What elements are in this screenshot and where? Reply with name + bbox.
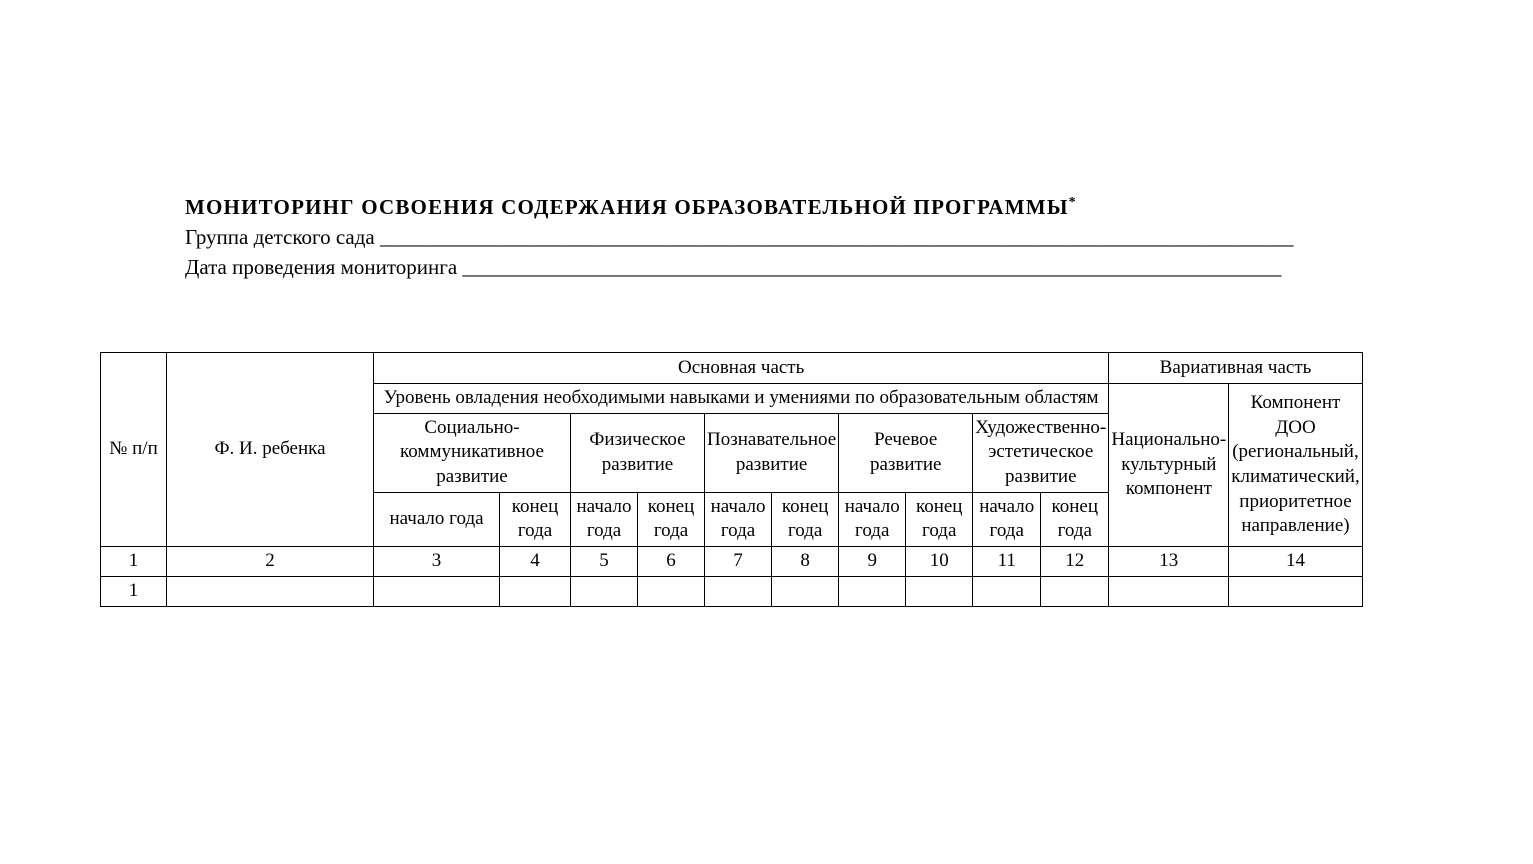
cell	[772, 576, 839, 606]
numcell: 13	[1109, 547, 1229, 577]
head-num: № п/п	[101, 353, 167, 547]
head-area5: Художественно-эстетическое развитие	[973, 413, 1109, 492]
cell	[1041, 576, 1109, 606]
cell	[839, 576, 906, 606]
head-name: Ф. И. ребенка	[167, 353, 374, 547]
document-title: МОНИТОРИНГ ОСВОЕНИЯ СОДЕРЖАНИЯ ОБРАЗОВАТ…	[185, 195, 1533, 220]
cell	[571, 576, 638, 606]
head-area1: Социально-коммуникативное развитие	[374, 413, 571, 492]
head-var2: Компонент ДОО (региональный, климатическ…	[1229, 384, 1362, 547]
head-end-3: конец года	[772, 492, 839, 546]
head-var-part: Вариативная часть	[1109, 353, 1362, 384]
numcell: 7	[705, 547, 772, 577]
head-start-4: начало года	[839, 492, 906, 546]
numcell: 2	[167, 547, 374, 577]
numcell: 12	[1041, 547, 1109, 577]
number-row: 1 2 3 4 5 6 7 8 9 10 11 12 13 14	[101, 547, 1363, 577]
head-end-1: конец года	[500, 492, 571, 546]
numcell: 4	[500, 547, 571, 577]
head-end-2: конец года	[638, 492, 705, 546]
cell	[167, 576, 374, 606]
numcell: 8	[772, 547, 839, 577]
head-area3: Познавательное развитие	[705, 413, 839, 492]
cell	[1229, 576, 1362, 606]
monitoring-table: № п/п Ф. И. ребенка Основная часть Вариа…	[100, 352, 1363, 607]
title-asterisk: *	[1069, 195, 1077, 210]
head-var1: Национально-культурный компонент	[1109, 384, 1229, 547]
head-start-3: начало года	[705, 492, 772, 546]
cell-n: 1	[101, 576, 167, 606]
cell	[500, 576, 571, 606]
numcell: 10	[906, 547, 973, 577]
head-end-5: конец года	[1041, 492, 1109, 546]
cell	[973, 576, 1041, 606]
numcell: 9	[839, 547, 906, 577]
numcell: 11	[973, 547, 1041, 577]
date-line: Дата проведения мониторинга ____________…	[185, 255, 1533, 280]
data-row: 1	[101, 576, 1363, 606]
cell	[638, 576, 705, 606]
numcell: 14	[1229, 547, 1362, 577]
cell	[705, 576, 772, 606]
title-text: МОНИТОРИНГ ОСВОЕНИЯ СОДЕРЖАНИЯ ОБРАЗОВАТ…	[185, 195, 1069, 219]
numcell: 5	[571, 547, 638, 577]
cell	[906, 576, 973, 606]
head-start-1: начало года	[374, 492, 500, 546]
cell	[374, 576, 500, 606]
head-start-2: начало года	[571, 492, 638, 546]
group-line: Группа детского сада ___________________…	[185, 225, 1533, 250]
head-main-part: Основная часть	[374, 353, 1109, 384]
numcell: 6	[638, 547, 705, 577]
head-area2: Физическое развитие	[571, 413, 705, 492]
numcell: 3	[374, 547, 500, 577]
head-skills: Уровень овладения необходимыми навыками …	[374, 384, 1109, 414]
head-start-5: начало года	[973, 492, 1041, 546]
numcell: 1	[101, 547, 167, 577]
cell	[1109, 576, 1229, 606]
head-area4: Речевое развитие	[839, 413, 973, 492]
head-end-4: конец года	[906, 492, 973, 546]
